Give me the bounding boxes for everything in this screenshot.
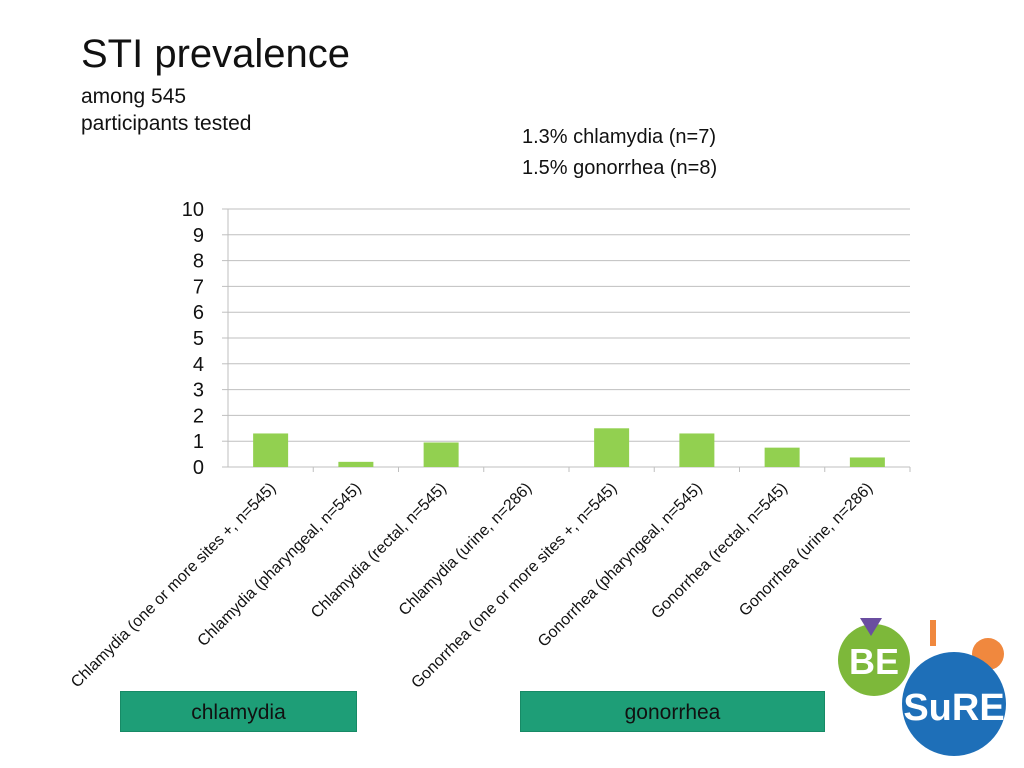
- bar: [423, 442, 459, 467]
- y-tick-label: 1: [193, 431, 204, 453]
- subtitle-line-2: participants tested: [81, 112, 252, 135]
- bar: [594, 428, 630, 467]
- y-tick-label: 0: [193, 457, 204, 479]
- y-tick-label: 6: [193, 302, 204, 324]
- y-tick-label: 3: [193, 380, 204, 402]
- y-tick-label: 9: [193, 225, 204, 247]
- group-label-chlamydia: chlamydia: [120, 691, 357, 732]
- y-tick-label: 7: [193, 276, 204, 298]
- page-subtitle: among 545 participants tested: [81, 83, 251, 137]
- bar: [679, 433, 715, 467]
- prevalence-annotations: 1.3% chlamydia (n=7) 1.5% gonorrhea (n=8…: [522, 122, 717, 184]
- x-category-label: Chlamydia (pharyngeal, n=545): [195, 480, 365, 650]
- y-tick-label: 8: [193, 251, 204, 273]
- logo-bar: [930, 620, 936, 646]
- annotation-chlamydia: 1.3% chlamydia (n=7): [522, 126, 716, 148]
- bar: [764, 447, 800, 467]
- x-category-label: Chlamydia (rectal, n=545): [308, 480, 450, 622]
- logo-text-sure: SuRE: [903, 687, 1004, 729]
- logo-sure-circle: SuRE: [902, 652, 1006, 756]
- y-tick-label: 10: [182, 199, 204, 221]
- y-tick-label: 4: [193, 354, 204, 376]
- logo-text-be: BE: [849, 641, 899, 682]
- besure-logo: BE SuRE: [838, 618, 1006, 756]
- bar: [253, 433, 289, 467]
- group-label-gonorrhea: gonorrhea: [520, 691, 825, 732]
- y-tick-label: 5: [193, 328, 204, 350]
- bar: [338, 461, 374, 467]
- bar: [849, 457, 885, 467]
- x-category-label: Gonorrhea (rectal, n=545): [648, 480, 791, 623]
- x-category-label: Gonorrhea (pharyngeal, n=545): [535, 480, 706, 651]
- logo-be-circle: BE: [838, 624, 910, 696]
- logo-triangle-icon: [860, 618, 882, 636]
- y-tick-label: 2: [193, 405, 204, 427]
- subtitle-line-1: among 545: [81, 85, 187, 108]
- annotation-gonorrhea: 1.5% gonorrhea (n=8): [522, 157, 718, 179]
- page-title: STI prevalence: [81, 32, 351, 76]
